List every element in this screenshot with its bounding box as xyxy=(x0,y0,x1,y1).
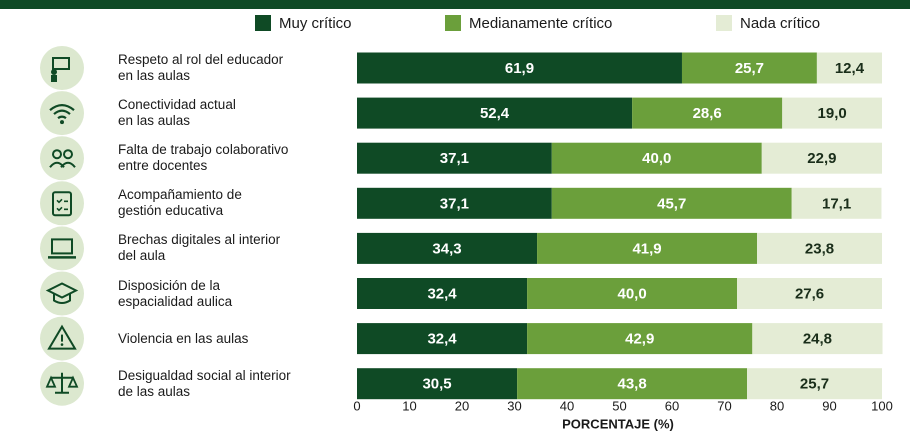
icon xyxy=(48,238,76,259)
bar-segment xyxy=(357,278,528,309)
icon-bg xyxy=(40,271,84,316)
bar-segment xyxy=(757,232,882,264)
x-tick-label: 10 xyxy=(402,398,416,413)
x-tick-label: 60 xyxy=(665,398,679,413)
value-label: 40,0 xyxy=(617,285,646,302)
bar-segment xyxy=(357,97,633,129)
x-tick-label: 20 xyxy=(455,398,469,413)
category-label: Desigualdad social al interior de las au… xyxy=(118,367,291,399)
x-tick-label: 50 xyxy=(612,398,626,413)
icon xyxy=(45,282,79,304)
bar-segment xyxy=(357,187,552,219)
category-label: Brechas digitales al interior del aula xyxy=(118,232,281,264)
value-label: 28,6 xyxy=(693,105,722,122)
header-band xyxy=(0,0,910,9)
value-label: 17,1 xyxy=(822,195,851,212)
x-axis-label: PORCENTAJE (%) xyxy=(562,416,674,431)
value-label: 19,0 xyxy=(818,105,847,122)
bar-segment xyxy=(752,323,883,355)
bar-segment xyxy=(761,142,882,174)
x-tick-label: 70 xyxy=(717,398,731,413)
value-label: 34,3 xyxy=(432,240,461,257)
bar-segment xyxy=(791,187,882,219)
legend-label: Nada crítico xyxy=(740,15,820,32)
category-label: Falta de trabajo colaborativo entre doce… xyxy=(118,142,289,174)
bar-segment xyxy=(357,52,682,84)
bar-segment xyxy=(816,52,882,84)
legend-swatch xyxy=(255,15,271,31)
value-label: 24,8 xyxy=(803,331,832,348)
bar-segment xyxy=(737,278,882,309)
x-tick-label: 100 xyxy=(871,398,893,413)
icon xyxy=(45,372,79,394)
value-label: 25,7 xyxy=(735,60,764,77)
legend-label: Medianamente crítico xyxy=(469,15,612,32)
icon-bg xyxy=(40,91,84,136)
bar-segment xyxy=(537,232,758,264)
category-label: Disposición de la espacialidad aulica xyxy=(118,277,233,309)
category-label: Acompañamiento de gestión educativa xyxy=(118,187,242,219)
icon xyxy=(47,324,77,350)
bar-segment xyxy=(632,97,783,129)
value-label: 37,1 xyxy=(440,150,469,167)
value-label: 43,8 xyxy=(617,376,646,393)
value-label: 32,4 xyxy=(427,331,457,348)
x-tick-label: 80 xyxy=(770,398,784,413)
bar-segment xyxy=(357,142,552,174)
value-label: 41,9 xyxy=(632,240,661,257)
value-label: 52,4 xyxy=(480,105,510,122)
bar-segment xyxy=(357,323,528,355)
icon xyxy=(49,104,75,125)
bar-segment xyxy=(527,278,738,309)
legend-label: Muy crítico xyxy=(279,15,352,32)
bar-segment xyxy=(747,368,882,400)
category-label: Violencia en las aulas xyxy=(118,330,249,346)
value-label: 12,4 xyxy=(835,60,865,77)
x-tick-label: 90 xyxy=(822,398,836,413)
legend-swatch xyxy=(716,15,732,31)
bar-segment xyxy=(681,52,817,84)
value-label: 25,7 xyxy=(800,376,829,393)
bar-segment xyxy=(527,323,753,355)
x-tick-label: 0 xyxy=(353,398,360,413)
value-label: 61,9 xyxy=(505,60,534,77)
icon-bg xyxy=(40,136,84,181)
bar-segment xyxy=(357,232,538,264)
category-label: Respeto al rol del educador en las aulas xyxy=(118,52,284,83)
x-tick-label: 30 xyxy=(507,398,521,413)
category-label: Conectividad actual en las aulas xyxy=(118,97,236,129)
value-label: 23,8 xyxy=(805,240,834,257)
value-label: 22,9 xyxy=(807,150,836,167)
icon-bg xyxy=(40,226,84,271)
x-tick-label: 40 xyxy=(560,398,574,413)
value-label: 30,5 xyxy=(422,376,451,393)
value-label: 37,1 xyxy=(440,195,469,212)
value-label: 45,7 xyxy=(657,195,686,212)
value-label: 40,0 xyxy=(642,150,671,167)
icon xyxy=(49,149,76,168)
icon-bg xyxy=(40,181,84,226)
icon xyxy=(51,57,70,82)
value-label: 32,4 xyxy=(427,285,457,302)
legend-swatch xyxy=(445,15,461,31)
icon xyxy=(52,191,72,217)
bar-segment xyxy=(517,368,748,400)
bar-segment xyxy=(782,97,882,129)
bar-segment xyxy=(551,187,792,219)
value-label: 42,9 xyxy=(625,331,654,348)
value-label: 27,6 xyxy=(795,285,824,302)
bar-segment xyxy=(551,142,762,174)
bar-segment xyxy=(357,368,518,400)
